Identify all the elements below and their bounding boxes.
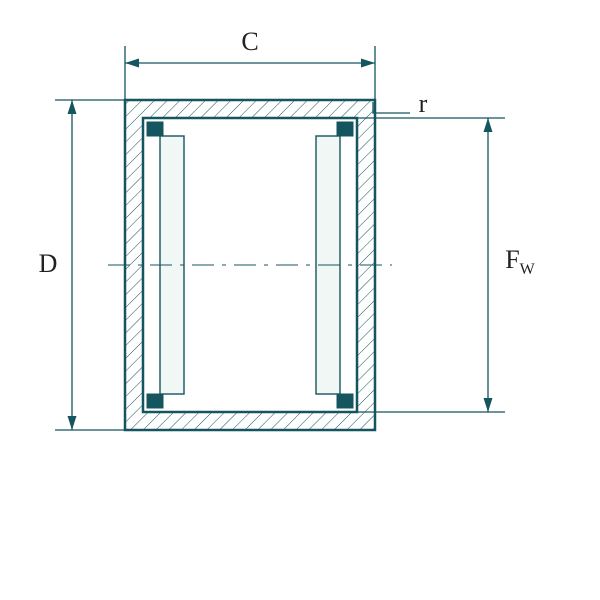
bearing-cross-section-diagram: CDFWr [0,0,600,600]
drawing-canvas [0,0,600,600]
